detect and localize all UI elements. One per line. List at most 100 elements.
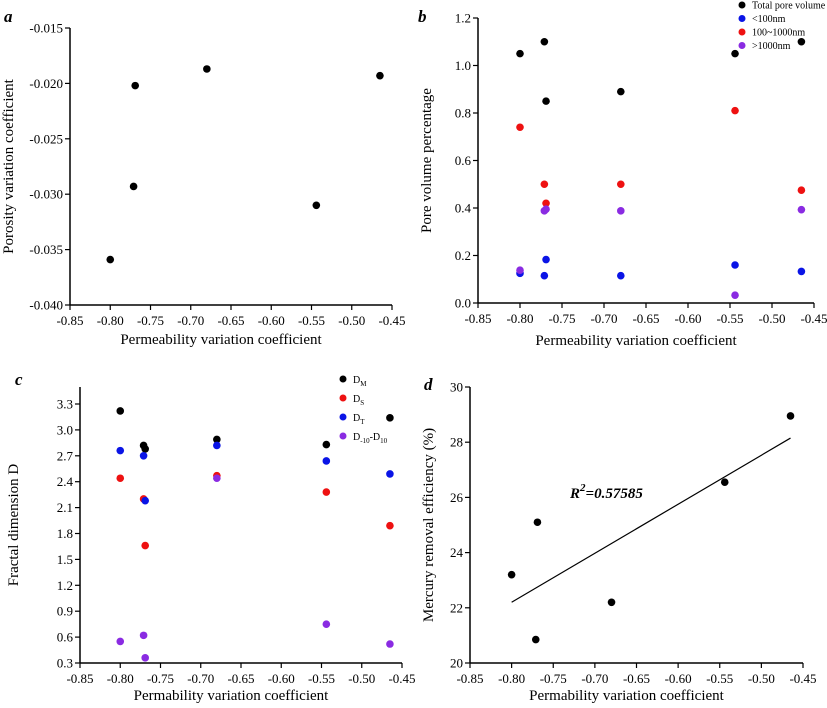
legend-marker [339, 375, 347, 383]
panel-label: d [424, 375, 433, 394]
data-point [386, 640, 394, 648]
x-tick-label: -0.85 [56, 313, 83, 328]
y-tick-label: 1.0 [455, 58, 471, 73]
data-point [540, 180, 549, 189]
x-tick-label: -0.70 [177, 313, 204, 328]
x-tick-label: -0.50 [748, 671, 775, 686]
legend-marker [738, 1, 746, 9]
legend-main: -D [370, 432, 381, 443]
data-point [376, 71, 384, 80]
data-point [797, 186, 806, 194]
data-point [797, 267, 806, 276]
y-tick-label: 3.3 [57, 397, 73, 412]
data-point [116, 446, 125, 455]
data-point [731, 49, 739, 58]
y-tick-label: -0.025 [29, 131, 63, 146]
y-tick-label: 0.4 [455, 201, 472, 216]
y-tick-label: 1.8 [57, 526, 73, 541]
x-tick-label: -0.80 [97, 313, 124, 328]
y-tick-label: 0.3 [57, 656, 73, 671]
x-tick-label: -0.80 [498, 671, 525, 686]
data-point [542, 205, 550, 213]
x-tick-label: -0.75 [540, 671, 567, 686]
x-axis-label: Permeability variation coefficient [535, 333, 737, 349]
y-tick-label: 2.1 [57, 500, 73, 515]
panel-label: a [4, 7, 13, 26]
x-tick-label: -0.65 [632, 311, 659, 326]
x-tick-label: -0.75 [137, 313, 164, 328]
data-point [116, 474, 125, 483]
x-axis-label: Permability variation coefficient [529, 688, 724, 704]
data-point [322, 457, 331, 465]
data-point [797, 205, 806, 214]
y-axis-label: Mercury removal efficiency (%) [421, 428, 437, 622]
y-tick-label: 24 [450, 545, 464, 560]
legend-sub: T [360, 418, 365, 426]
legend-main: D [353, 375, 360, 386]
data-point [213, 441, 221, 450]
data-point [540, 37, 549, 46]
data-point [540, 271, 549, 280]
y-tick-label: 2.4 [57, 474, 74, 489]
y-tick-label: 1.2 [455, 11, 471, 26]
data-point [203, 65, 211, 73]
y-tick-label: -0.015 [29, 21, 63, 36]
data-point [213, 474, 221, 483]
legend-main: D [353, 432, 360, 443]
legend-main: D [353, 394, 360, 405]
data-point [507, 570, 516, 579]
x-tick-label: -0.45 [378, 313, 405, 328]
data-point [797, 37, 806, 46]
x-tick-label: -0.60 [674, 311, 701, 326]
y-tick-label: 0.6 [57, 630, 74, 645]
data-point [516, 123, 524, 132]
y-axis-label: Fractal dimension D [6, 464, 22, 587]
x-tick-label: -0.75 [548, 311, 575, 326]
data-point [386, 521, 394, 530]
data-point [731, 106, 739, 115]
y-axis-label: Porosity variation coefficient [1, 78, 17, 254]
x-tick-label: -0.60 [258, 313, 285, 328]
data-point [116, 637, 125, 646]
legend-sub: M [360, 380, 367, 388]
data-point [131, 81, 140, 90]
y-tick-label: -0.040 [29, 298, 63, 313]
data-point [516, 266, 524, 275]
data-point [731, 291, 739, 299]
legend-label: DM [353, 375, 367, 388]
x-tick-label: -0.85 [66, 671, 93, 686]
data-point [542, 255, 550, 264]
x-tick-label: -0.60 [665, 671, 692, 686]
x-axis-label: Permability variation coefficient [134, 688, 329, 704]
legend-label: <100nm [752, 14, 786, 25]
legend-marker [339, 394, 347, 402]
data-point [322, 488, 331, 496]
y-tick-label: 3.0 [57, 422, 73, 437]
legend-marker [738, 28, 746, 36]
legend-label: D-10-D10 [353, 432, 388, 445]
fit-line [511, 437, 791, 603]
legend-marker [738, 15, 746, 22]
x-tick-label: -0.70 [187, 671, 214, 686]
x-tick-label: -0.65 [217, 313, 244, 328]
data-point [386, 470, 394, 478]
x-tick-label: -0.65 [227, 671, 254, 686]
x-tick-label: -0.70 [581, 671, 608, 686]
data-point [139, 452, 148, 460]
data-point [129, 182, 138, 191]
y-tick-label: 0.2 [455, 248, 471, 263]
y-tick-label: 0.6 [455, 153, 472, 168]
y-tick-label: -0.035 [29, 242, 63, 257]
data-point [531, 635, 540, 644]
x-tick-label: -0.60 [268, 671, 295, 686]
r-superscript: 2 [579, 482, 586, 494]
legend-sub: S [360, 399, 364, 407]
data-point [617, 271, 625, 280]
data-point [141, 496, 150, 505]
y-tick-label: -0.030 [29, 187, 63, 202]
y-tick-label: 0.9 [57, 604, 73, 619]
panel-label: c [15, 370, 23, 389]
x-tick-label: -0.85 [456, 671, 483, 686]
x-tick-label: -0.50 [348, 671, 375, 686]
panel-a: -0.85 -0.80 -0.75 -0.70 -0.65 -0.60 -0.55 -0.50… [1, 7, 406, 348]
